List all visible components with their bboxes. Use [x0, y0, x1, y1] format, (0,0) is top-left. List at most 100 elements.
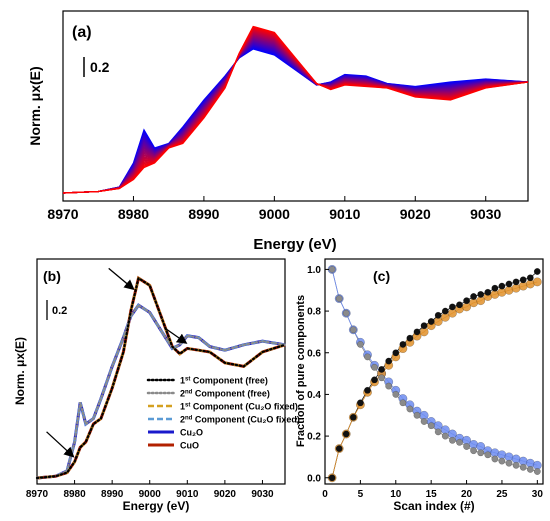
panel-c-data-point: [498, 457, 506, 465]
panel-b-x-tick-label: 8970: [26, 489, 49, 500]
panel-c-label: (c): [373, 268, 390, 284]
panel-b-legend-label-comp1-free: 1st Component (free): [180, 376, 268, 386]
panel-a-x-tick-label: 9010: [329, 206, 360, 222]
legend-label-number: 2: [180, 389, 185, 399]
panel-c-data-point: [441, 307, 449, 315]
panel-a-x-tick-label: 9000: [259, 206, 290, 222]
panel-c-data-point: [533, 268, 541, 275]
panel-c-data-point: [512, 278, 520, 286]
legend-label-number: 1: [180, 402, 185, 412]
panel-c-y-tick-label: 0.2: [307, 432, 321, 443]
panel-c-data-point: [512, 461, 520, 469]
panel-c-data-point: [484, 288, 492, 296]
panel-c-x-tick-label: 5: [358, 489, 364, 500]
panel-c-data-point: [378, 374, 386, 382]
panel-b-x-tick-label: 8980: [63, 489, 86, 500]
panel-b-x-tick-label: 9020: [214, 489, 237, 500]
panel-b-legend-label-comp2-fixed: 2nd Component (Cu₂O fixed): [180, 415, 300, 425]
panel-c-data-point: [532, 277, 542, 287]
panel-c-data-point: [456, 301, 463, 309]
panel-c-x-tick-label: 15: [426, 489, 438, 500]
panel-c-data-point: [406, 405, 414, 413]
panel-c-series-line: [331, 281, 538, 478]
panel-c-data-point: [526, 274, 534, 282]
panel-c-series-line: [331, 269, 538, 466]
panel-c-data-point: [342, 309, 350, 317]
panel-c-data-point: [385, 357, 393, 365]
panel-b-x-ticks: 8970 8980 8990 9000 9010 9020 9030: [26, 480, 274, 500]
panel-b-scalebar-label: 0.2: [52, 305, 67, 317]
panel-c-data-point: [356, 399, 364, 407]
panel-b-x-tick-label: 9010: [176, 489, 199, 500]
panel-b-x-axis-label: Energy (eV): [123, 499, 190, 513]
panel-b-label: (b): [43, 268, 61, 284]
panel-a-scalebar-label: 0.2: [90, 59, 110, 75]
panel-b-arrow: [164, 327, 188, 344]
panel-c-y-ticks: 0.0 0.2 0.4 0.6 0.8 1.0: [307, 265, 329, 484]
panel-a-x-tick-label: 9020: [400, 206, 431, 222]
panel-c-data-point: [463, 297, 471, 305]
panel-c-data-point: [477, 449, 485, 457]
panel-c-data-point: [484, 451, 492, 459]
legend-label-number: 2: [180, 415, 185, 425]
panel-c-x-tick-label: 30: [532, 489, 544, 500]
panel-c-data-point: [413, 328, 421, 336]
legend-label-text: Component (Cu₂O fixed): [190, 402, 298, 412]
panel-c-x-tick-label: 0: [322, 489, 328, 500]
legend-label-superscript: st: [185, 377, 190, 383]
panel-c-data-point: [477, 290, 485, 298]
panel-c-data-point: [434, 311, 442, 319]
panel-c-data-point: [364, 386, 371, 394]
panel-a-scan-line: [62, 25, 529, 194]
panel-b-x-tick-label: 8990: [101, 489, 124, 500]
panel-c-data-point: [342, 430, 350, 438]
panel-c-data-point: [392, 349, 400, 357]
panel-b-arrow: [108, 267, 135, 291]
panel-c-data-point: [441, 432, 449, 440]
panel-c-data-point: [456, 438, 463, 446]
panel-c-x-tick-label: 20: [461, 489, 473, 500]
panel-c-y-tick-label: 0.4: [307, 390, 321, 401]
panel-b-x-tick-label: 9030: [251, 489, 274, 500]
panel-c-data-point: [328, 474, 336, 482]
panel-c-data-point: [413, 411, 421, 419]
panel-c-data-point: [399, 340, 407, 348]
panel-c-data-point: [335, 295, 343, 303]
panel-c-data-point: [349, 326, 357, 334]
panel-a-x-tick-label: 8970: [47, 206, 78, 222]
panel-c-data-point: [463, 443, 471, 450]
panel-c-y-tick-label: 0.0: [307, 473, 321, 484]
panel-c-data-point: [427, 318, 435, 325]
panel-c-y-tick-label: 0.8: [307, 307, 321, 318]
panel-b-x-tick-label: 9000: [139, 489, 162, 500]
panel-b: 8970 8980 8990 9000 9010 9020 9030 (b) 0.2 Nor…: [13, 258, 300, 513]
panel-c-data-point: [519, 276, 527, 284]
panel-c-data-point: [491, 455, 499, 463]
panel-c-data-point: [364, 353, 371, 361]
panel-c-series-line: [331, 269, 538, 472]
panel-c-data-point: [420, 418, 428, 425]
panel-b-line-comp1-free: [35, 276, 287, 480]
panel-b-legend-label-cu2o: Cu₂O: [180, 428, 203, 438]
panel-c-data-point: [470, 293, 478, 300]
panel-c-data-point: [406, 334, 414, 342]
panel-c-x-tick-label: 10: [390, 489, 402, 500]
legend-label-number: 1: [180, 376, 185, 386]
panel-c-data-point: [328, 265, 336, 273]
panel-c-data-point: [448, 303, 456, 311]
panel-c-y-axis-label: Fraction of pure components: [295, 295, 307, 447]
panel-c-data-point: [505, 459, 513, 467]
panel-b-arrows: [46, 267, 188, 458]
panel-a-x-tick-label: 9030: [470, 206, 501, 222]
legend-label-text: Component (free): [190, 376, 268, 386]
panel-c-x-tick-label: 25: [496, 489, 508, 500]
panel-a-x-ticks: 8970 8980 8990 9000 9010 9020 9030: [47, 196, 502, 222]
panel-c-data-point: [371, 376, 378, 384]
panel-b-arrow: [46, 431, 75, 458]
panel-b-legend-label-cuo: CuO: [180, 441, 199, 451]
panel-c-frame: [324, 258, 544, 485]
panel-b-y-axis-label: Norm. μx(E): [13, 337, 27, 405]
panel-c-data-point: [392, 390, 400, 398]
panel-a-x-tick-label: 8980: [118, 206, 149, 222]
panel-c-data-point: [349, 413, 357, 421]
